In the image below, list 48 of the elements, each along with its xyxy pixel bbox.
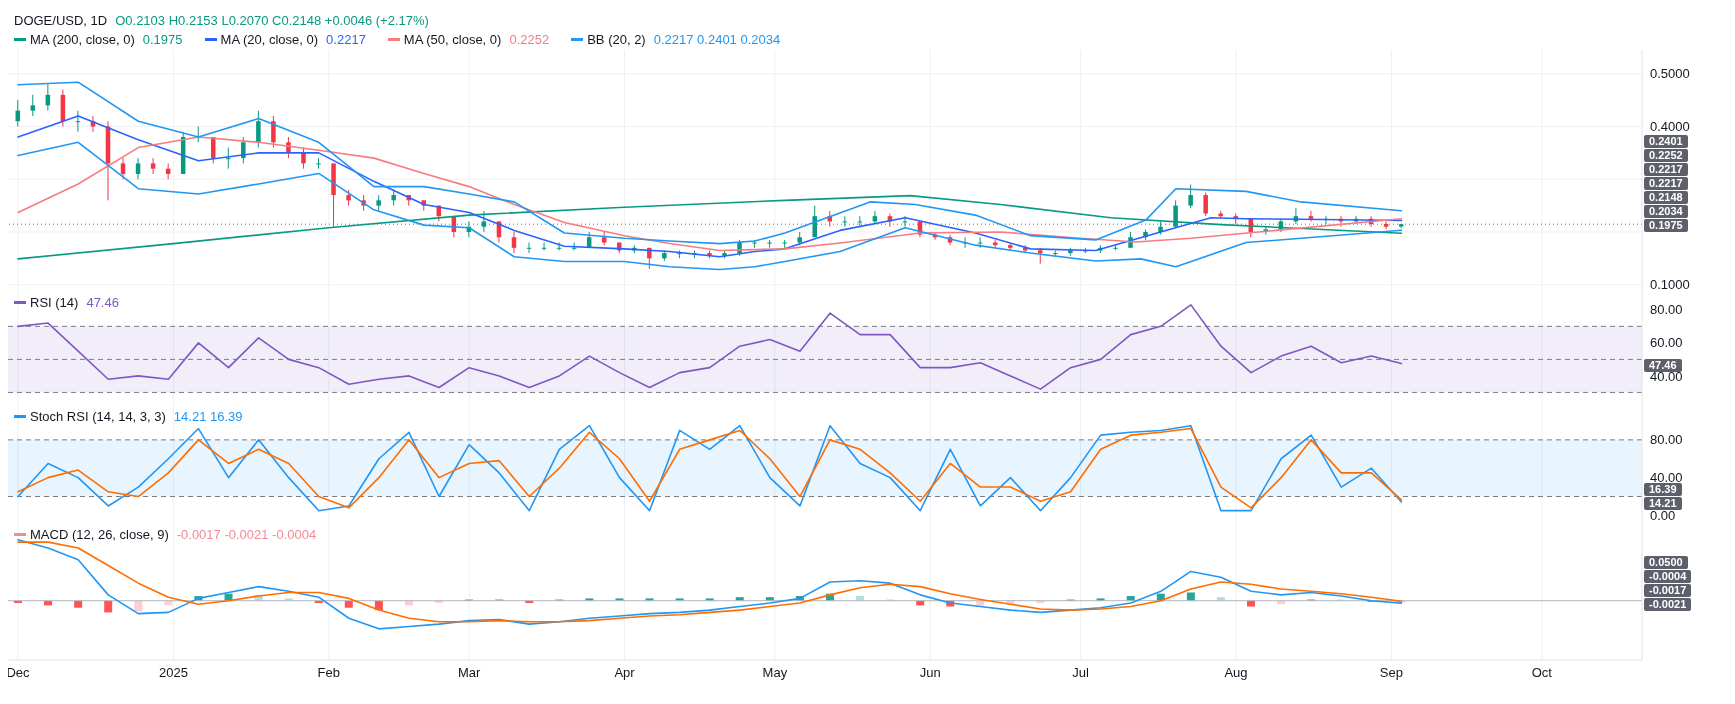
text: 0.2034 bbox=[1644, 205, 1688, 219]
text: 0.2252 bbox=[1644, 149, 1688, 163]
text: 0.2217 bbox=[1644, 163, 1688, 177]
text: 0.2217 bbox=[326, 31, 366, 49]
x-tick-label: Feb bbox=[317, 665, 340, 681]
chart-title: DOGE/USD, 1D bbox=[14, 12, 108, 30]
text: 0.2217 0.2401 0.2034 bbox=[653, 31, 781, 49]
y-tick-label: 80.00 bbox=[1650, 302, 1683, 318]
legend-label: BB (20, 2) bbox=[587, 31, 646, 49]
text: 0.2252 bbox=[509, 31, 550, 49]
text: -0.0021 bbox=[1644, 597, 1692, 611]
y-tick-label: 0.00 bbox=[1650, 508, 1676, 524]
x-tick-label: Aug bbox=[1224, 665, 1248, 681]
x-tick-label: Oct bbox=[1531, 665, 1553, 681]
text: 0.2401 bbox=[1644, 135, 1688, 149]
legend-label: MA (20, close, 0) bbox=[220, 31, 319, 49]
annotation: 14.21 16.39 bbox=[173, 408, 243, 426]
y-tick-label: 0.1000 bbox=[1650, 277, 1690, 293]
text: -0.0004 bbox=[1644, 569, 1692, 583]
text: O0.2103 H0.2153 L0.2070 C0.2148 +0.0046 (+2.17%) bbox=[115, 12, 429, 30]
annotation: 47.46 bbox=[86, 294, 119, 312]
legend-label: Stoch RSI (14, 14, 3, 3) bbox=[30, 408, 166, 426]
text: 0.0500 bbox=[1644, 555, 1688, 569]
x-tick-label: Mar bbox=[457, 665, 481, 681]
x-tick-label: Jun bbox=[919, 665, 941, 681]
x-tick-label: Apr bbox=[614, 665, 636, 681]
legend-label: RSI (14) bbox=[30, 294, 79, 312]
y-tick-label: 0.4000 bbox=[1650, 119, 1690, 135]
annotation: -0.0017 -0.0021 -0.0004 bbox=[176, 526, 317, 544]
text: 0.2148 bbox=[1644, 191, 1688, 205]
text: 14.21 bbox=[1644, 496, 1682, 510]
text: MACD (12, 26, close, 9) bbox=[30, 526, 169, 544]
x-tick-label: Sep bbox=[1379, 665, 1403, 681]
text: 47.46 bbox=[1644, 358, 1682, 372]
x-tick-label: May bbox=[762, 665, 788, 681]
legend-label: MA (200, close, 0) bbox=[30, 31, 135, 49]
text: 0.2217 bbox=[1644, 177, 1688, 191]
legend-label: MA (50, close, 0) bbox=[403, 31, 502, 49]
y-tick-label: 60.00 bbox=[1650, 335, 1683, 351]
x-tick-label: 2025 bbox=[158, 665, 188, 681]
text: 0.1975 bbox=[142, 31, 183, 49]
text: -0.0017 bbox=[1644, 583, 1692, 597]
x-tick-label: Jul bbox=[1072, 665, 1090, 681]
text: 0.1975 bbox=[1644, 219, 1688, 233]
y-tick-label: 0.5000 bbox=[1650, 66, 1690, 82]
y-tick-label: 80.00 bbox=[1650, 432, 1683, 448]
text: 16.39 bbox=[1644, 482, 1682, 496]
x-tick-label: Dec bbox=[6, 665, 31, 681]
